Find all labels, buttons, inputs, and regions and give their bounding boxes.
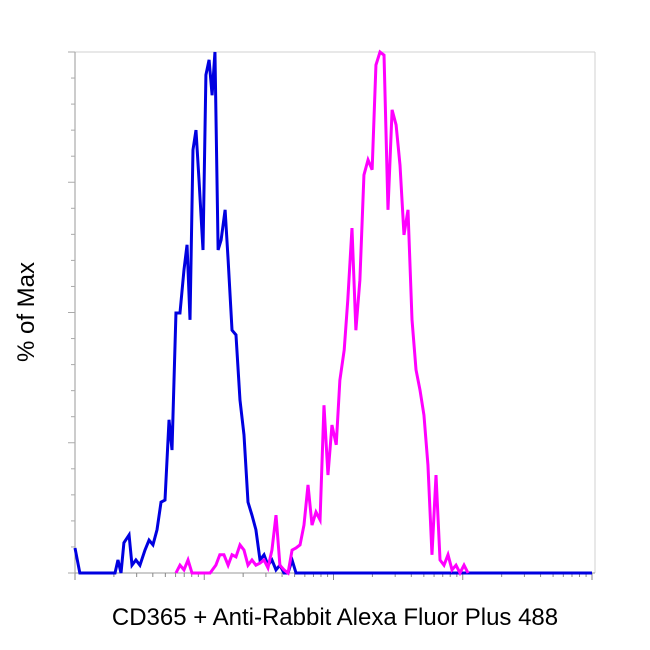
y-axis-title: % of Max — [13, 262, 40, 362]
histogram-line — [73, 51, 592, 575]
x-axis-title: CD365 + Anti-Rabbit Alexa Fluor Plus 488 — [112, 604, 558, 631]
histogram-line — [174, 49, 470, 577]
